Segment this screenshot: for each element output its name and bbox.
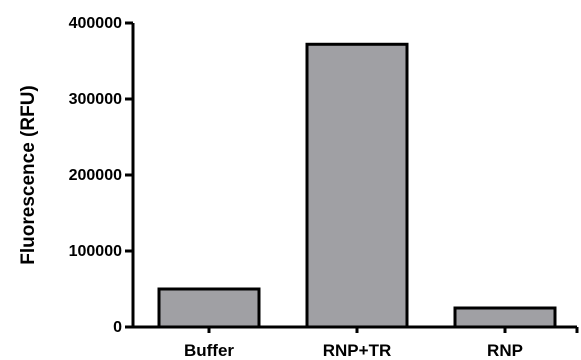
y-tick-label: 0 [113,319,122,336]
y-axis: 0 100000 200000 300000 400000 [69,15,135,336]
bar-buffer [157,287,261,329]
y-axis-title: Fluorescence (RFU) [18,85,39,264]
bars [157,42,557,329]
y-tick-label: 100000 [69,243,122,260]
x-tick-label: Buffer [184,341,234,360]
bar-rnp-tr [305,42,409,329]
x-tick-label: RNP [487,341,523,360]
y-tick-label: 400000 [69,15,122,32]
x-tick-label: RNP+TR [323,341,391,360]
bar-rnp [453,306,557,329]
y-tick-label: 300000 [69,91,122,108]
y-tick-label: 200000 [69,167,122,184]
x-axis: Buffer RNP+TR RNP [132,325,579,360]
